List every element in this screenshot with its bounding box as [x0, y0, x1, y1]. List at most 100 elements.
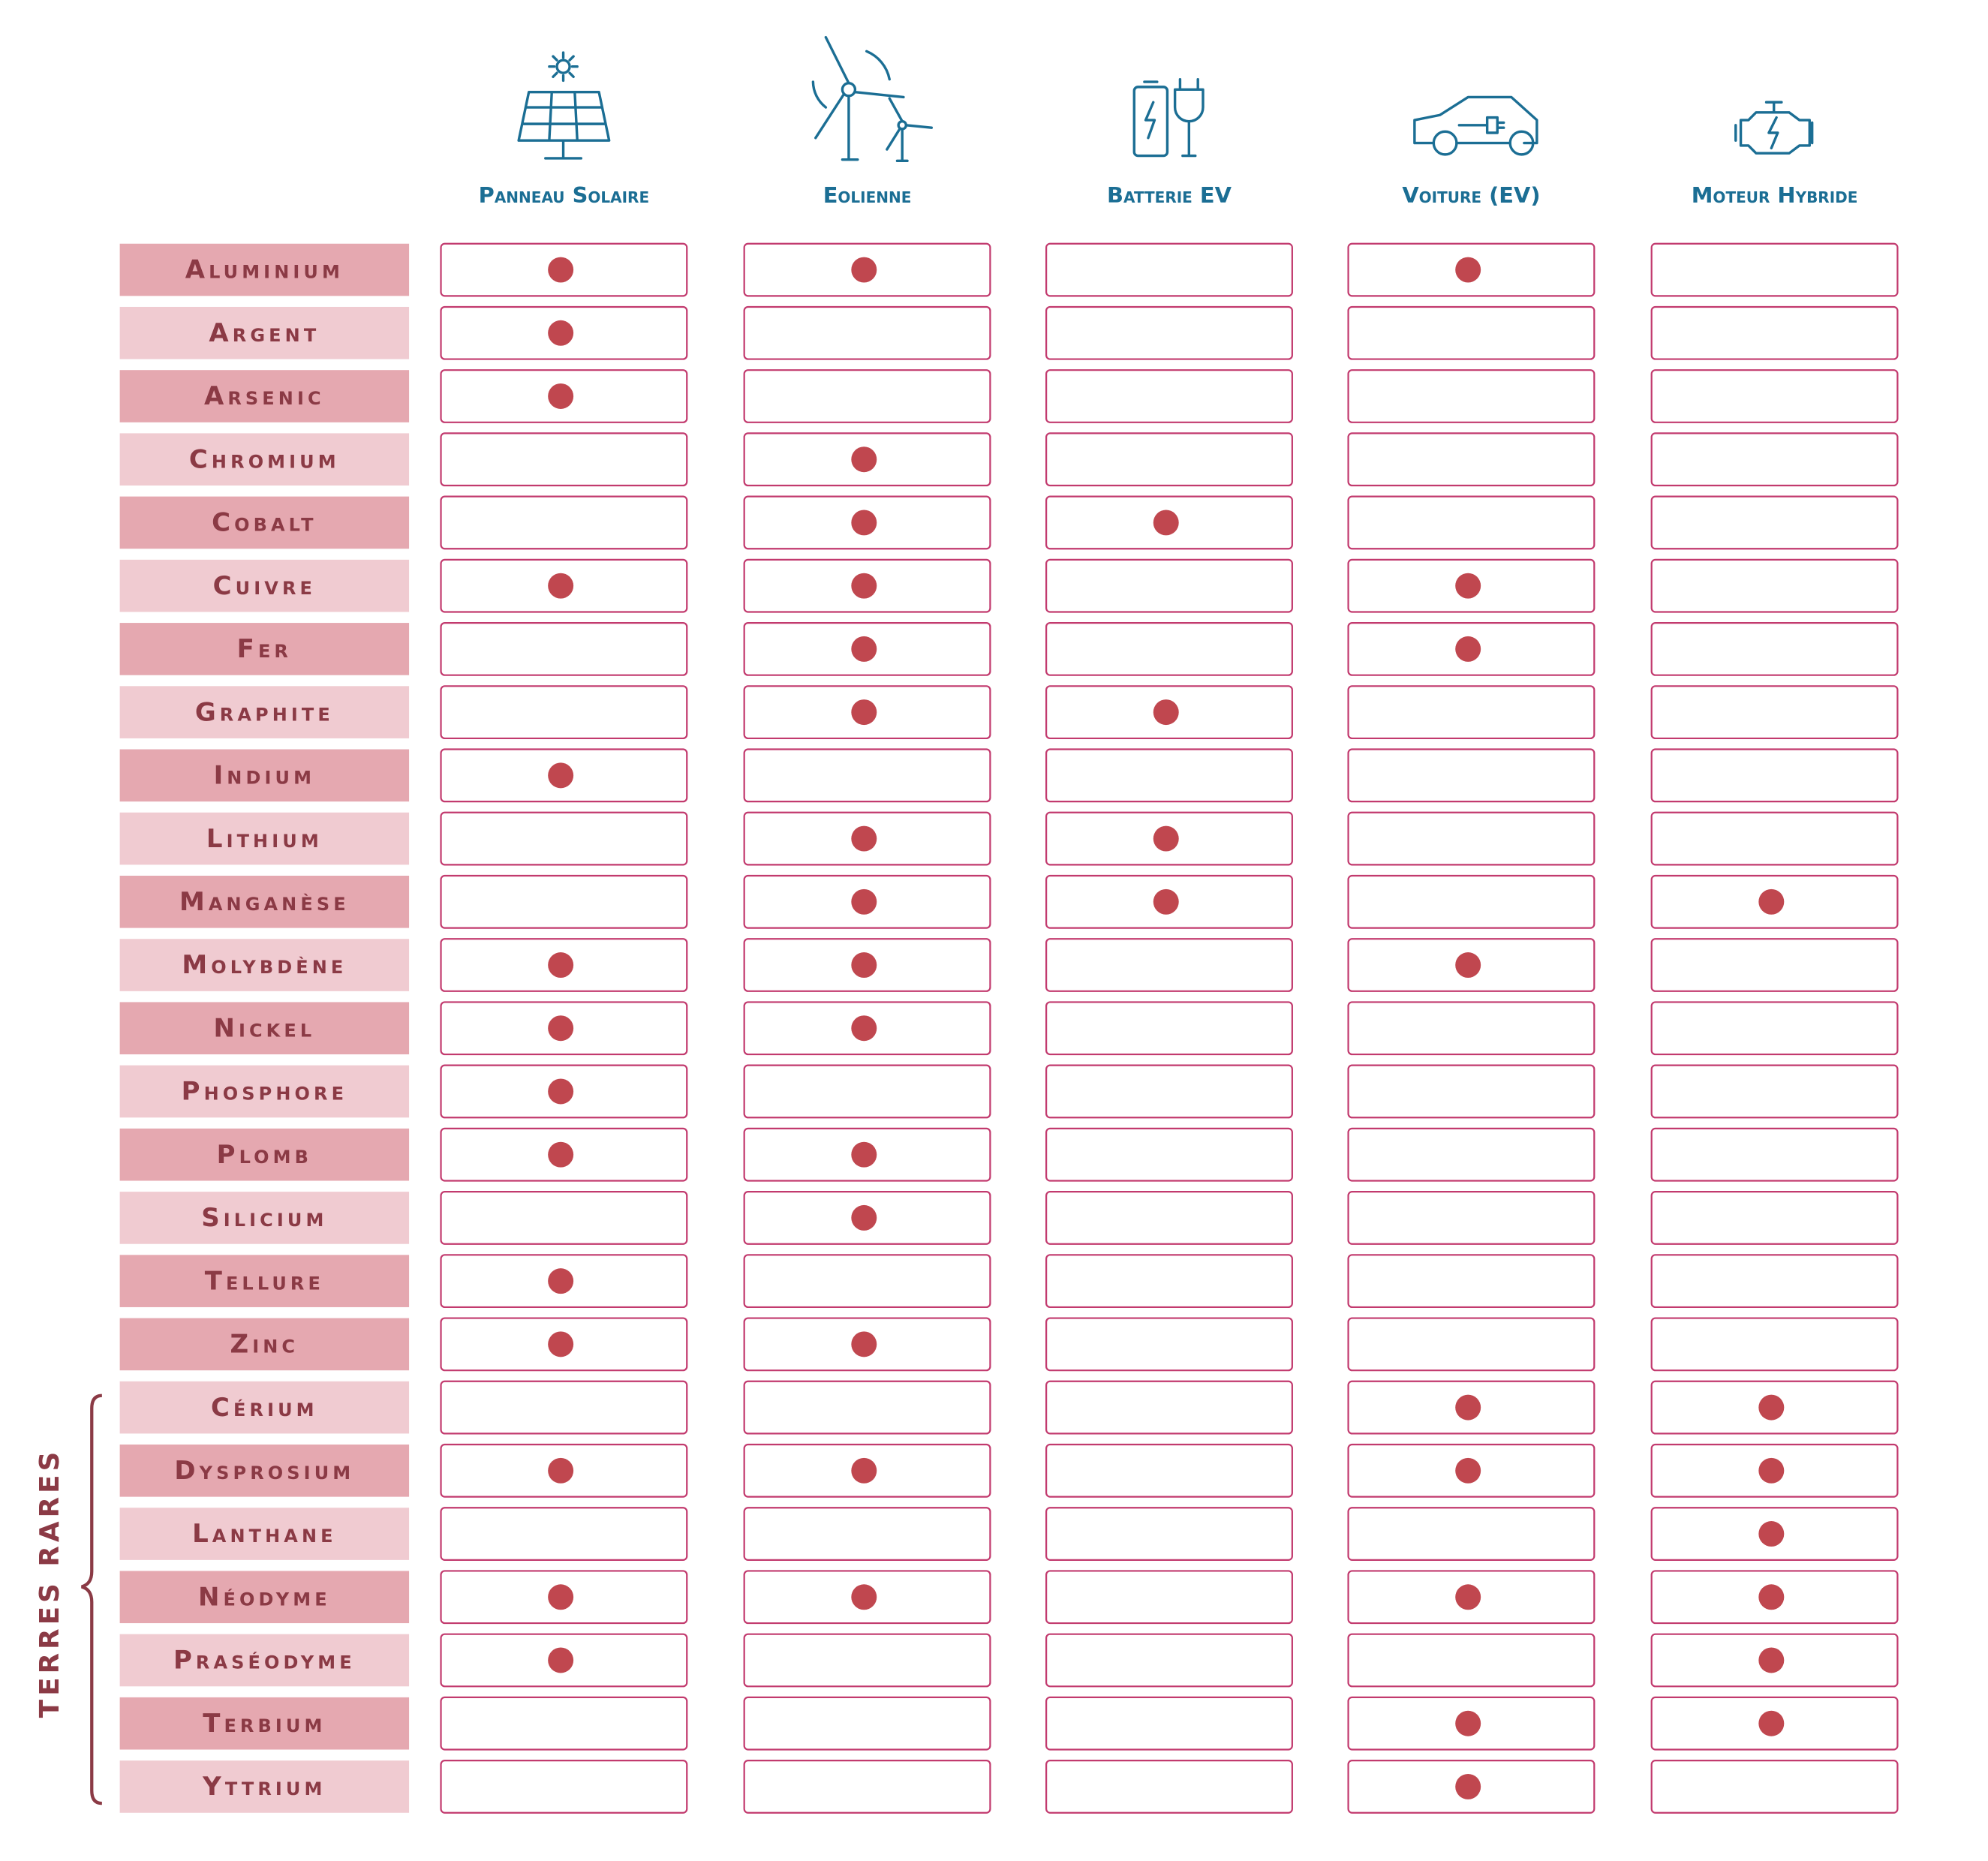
use-dot — [851, 636, 877, 662]
use-dot — [548, 1268, 574, 1294]
use-dot — [548, 1647, 574, 1673]
cell — [1045, 369, 1293, 423]
cell — [1045, 558, 1293, 613]
row-label: Plomb — [217, 1140, 312, 1170]
cell — [1045, 1633, 1293, 1688]
cell — [1650, 1317, 1899, 1372]
cell — [1045, 1443, 1293, 1498]
cell — [1650, 1191, 1899, 1245]
row-label-bg — [119, 686, 410, 738]
row-label: Phosphore — [182, 1077, 347, 1107]
cell — [1650, 938, 1899, 992]
cell — [743, 1760, 991, 1814]
cell — [743, 1696, 991, 1751]
cell — [1347, 369, 1596, 423]
cell — [1650, 1064, 1899, 1119]
cell — [1650, 621, 1899, 676]
use-dot — [851, 1584, 877, 1610]
use-dot — [1758, 888, 1785, 915]
cell — [440, 1507, 688, 1561]
row-label: Terbium — [203, 1709, 326, 1739]
column-header: Moteur Hybride — [1692, 182, 1858, 208]
cell — [743, 748, 991, 803]
row-label: Graphite — [195, 697, 334, 727]
row-label-bg — [119, 243, 410, 296]
row-label: Molybdène — [182, 950, 347, 980]
cell — [1045, 242, 1293, 297]
row-label-bg — [119, 749, 410, 802]
row-label-bg — [119, 875, 410, 928]
cell — [1650, 1001, 1899, 1056]
cell — [1045, 305, 1293, 360]
use-dot — [548, 1078, 574, 1105]
row-label: Dysprosium — [174, 1456, 354, 1486]
row-label: Cuivre — [213, 571, 316, 601]
cell — [743, 1064, 991, 1119]
row-label-bg — [119, 623, 410, 675]
cell — [1347, 874, 1596, 929]
row-label-bg — [119, 1255, 410, 1307]
cell — [1045, 1570, 1293, 1625]
cell — [440, 1760, 688, 1814]
use-dot — [851, 952, 877, 978]
use-dot — [851, 1141, 877, 1168]
column-header: Voiture (EV) — [1402, 182, 1540, 208]
engine-icon — [1734, 101, 1814, 155]
cell — [743, 1633, 991, 1688]
cell — [440, 1380, 688, 1435]
use-dot — [548, 383, 574, 409]
row-label: Néodyme — [198, 1582, 331, 1612]
cell — [1650, 811, 1899, 866]
use-dot — [851, 825, 877, 852]
cell — [1045, 1191, 1293, 1245]
cell — [1045, 1696, 1293, 1751]
cell — [440, 874, 688, 929]
use-dot — [1455, 573, 1481, 599]
cell — [440, 1696, 688, 1751]
cell — [1045, 1507, 1293, 1561]
cell — [743, 369, 991, 423]
use-dot — [1455, 636, 1481, 662]
use-dot — [548, 1141, 574, 1168]
cell — [1650, 685, 1899, 740]
row-label-bg — [119, 1128, 410, 1181]
use-dot — [1153, 699, 1179, 726]
row-label: Arsenic — [204, 381, 325, 411]
cell — [1045, 1317, 1293, 1372]
row-label: Lanthane — [192, 1519, 337, 1549]
row-label-bg — [119, 1697, 410, 1750]
row-label: Cobalt — [212, 508, 317, 538]
use-dot — [548, 1331, 574, 1357]
row-label: Praséodyme — [173, 1646, 356, 1676]
cell — [1650, 1254, 1899, 1309]
cell — [1045, 1001, 1293, 1056]
use-dot — [1455, 1394, 1481, 1421]
cell — [1347, 1001, 1596, 1056]
use-dot — [851, 1204, 877, 1231]
row-label-bg — [119, 433, 410, 486]
row-label-bg — [119, 1760, 410, 1813]
cell — [440, 495, 688, 550]
cell — [1045, 938, 1293, 992]
row-label: Argent — [209, 318, 320, 348]
row-label-bg — [119, 939, 410, 991]
use-dot — [1455, 1710, 1481, 1736]
cell — [440, 621, 688, 676]
cell — [1650, 369, 1899, 423]
cell — [1347, 1633, 1596, 1688]
row-label: Cérium — [211, 1393, 318, 1423]
use-dot — [851, 257, 877, 283]
row-label: Tellure — [205, 1266, 324, 1296]
group-label: TERRES RARES — [35, 1448, 65, 1718]
use-dot — [548, 320, 574, 346]
row-label-bg — [119, 370, 410, 422]
cell — [1045, 1254, 1293, 1309]
column-header: Batterie EV — [1107, 182, 1232, 208]
cell — [743, 1380, 991, 1435]
cell — [1347, 1127, 1596, 1182]
cell — [1347, 811, 1596, 866]
cell — [1347, 1254, 1596, 1309]
cell — [440, 811, 688, 866]
row-label-bg — [119, 1571, 410, 1624]
use-dot — [1455, 1584, 1481, 1610]
